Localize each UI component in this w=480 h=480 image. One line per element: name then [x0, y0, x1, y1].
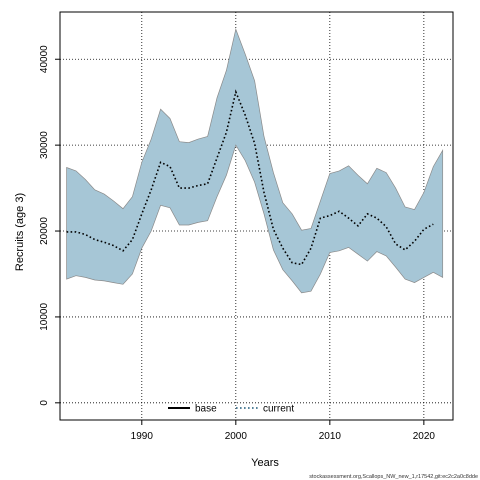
series-line-current — [66, 89, 434, 266]
x-tick-label: 1990 — [131, 431, 154, 442]
footer-watermark: stockassessment.org,Scallops_NW_new_1,r1… — [309, 474, 478, 480]
y-tick-label: 10000 — [39, 303, 50, 331]
y-tick-label: 0 — [39, 400, 50, 406]
legend-label-current: current — [263, 404, 294, 415]
x-tick-label: 2000 — [225, 431, 248, 442]
y-tick-label: 20000 — [39, 217, 50, 245]
legend: base current — [168, 404, 294, 415]
x-tick-label: 2020 — [413, 431, 436, 442]
y-tick-label: 40000 — [39, 45, 50, 73]
x-axis: 1990 2000 2010 2020 — [131, 420, 436, 442]
confidence-band — [66, 27, 444, 294]
y-axis-title: Recruits (age 3) — [14, 193, 26, 271]
x-axis-title: Years — [251, 457, 279, 469]
x-tick-label: 2010 — [319, 431, 342, 442]
legend-label-base: base — [195, 404, 217, 415]
plot-frame — [59, 11, 454, 421]
y-tick-label: 30000 — [39, 131, 50, 159]
y-axis: 0 10000 20000 30000 40000 — [39, 45, 60, 406]
